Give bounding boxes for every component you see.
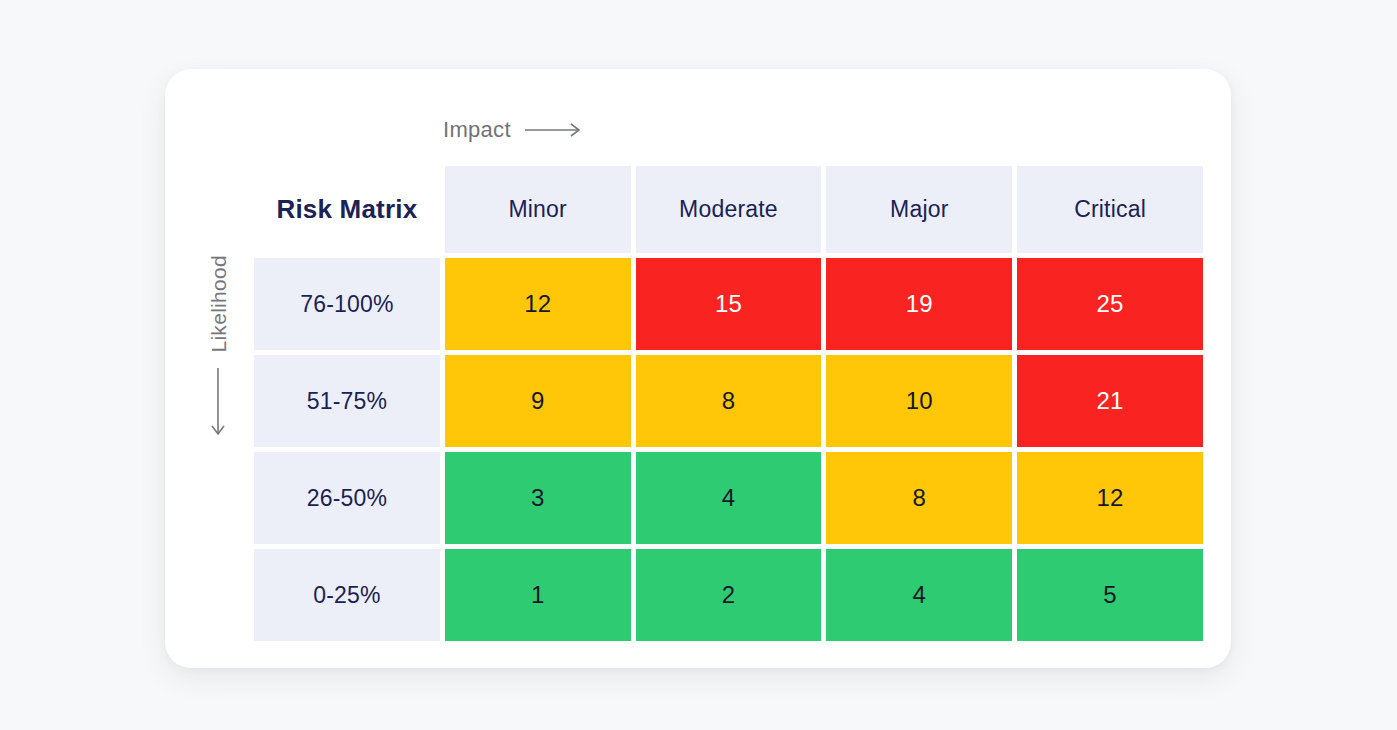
- column-header-critical: Critical: [1017, 166, 1203, 253]
- matrix-cell-76-100-moderate: 15: [636, 258, 822, 350]
- matrix-title: Risk Matrix: [254, 166, 440, 253]
- matrix-cell-26-50-moderate: 4: [636, 452, 822, 544]
- row-header-0-25: 0-25%: [254, 549, 440, 641]
- impact-axis-label: Impact: [443, 117, 511, 143]
- matrix-cell-51-75-minor: 9: [445, 355, 631, 447]
- matrix-cell-0-25-minor: 1: [445, 549, 631, 641]
- matrix-cell-26-50-critical: 12: [1017, 452, 1203, 544]
- row-header-76-100: 76-100%: [254, 258, 440, 350]
- matrix-cell-26-50-minor: 3: [445, 452, 631, 544]
- row-header-51-75: 51-75%: [254, 355, 440, 447]
- column-header-moderate: Moderate: [636, 166, 822, 253]
- arrow-right-icon: [524, 122, 582, 138]
- likelihood-axis: Likelihood: [199, 255, 237, 463]
- matrix-cell-76-100-major: 19: [826, 258, 1012, 350]
- risk-matrix-grid: Risk MatrixMinorModerateMajorCritical 76-…: [254, 166, 1203, 641]
- column-header-major: Major: [826, 166, 1012, 253]
- risk-matrix-card: Impact Likelihood Risk MatrixMinorModera…: [165, 69, 1231, 668]
- matrix-cell-26-50-major: 8: [826, 452, 1012, 544]
- matrix-cell-51-75-critical: 21: [1017, 355, 1203, 447]
- matrix-cell-0-25-critical: 5: [1017, 549, 1203, 641]
- arrow-down-icon: [210, 367, 226, 437]
- likelihood-axis-label: Likelihood: [208, 255, 229, 353]
- matrix-cell-51-75-major: 10: [826, 355, 1012, 447]
- matrix-cell-76-100-minor: 12: [445, 258, 631, 350]
- matrix-cell-0-25-major: 4: [826, 549, 1012, 641]
- matrix-cell-51-75-moderate: 8: [636, 355, 822, 447]
- matrix-cell-0-25-moderate: 2: [636, 549, 822, 641]
- page-background: Impact Likelihood Risk MatrixMinorModera…: [0, 0, 1397, 730]
- matrix-cell-76-100-critical: 25: [1017, 258, 1203, 350]
- row-header-26-50: 26-50%: [254, 452, 440, 544]
- column-header-minor: Minor: [445, 166, 631, 253]
- impact-axis: Impact: [443, 113, 582, 147]
